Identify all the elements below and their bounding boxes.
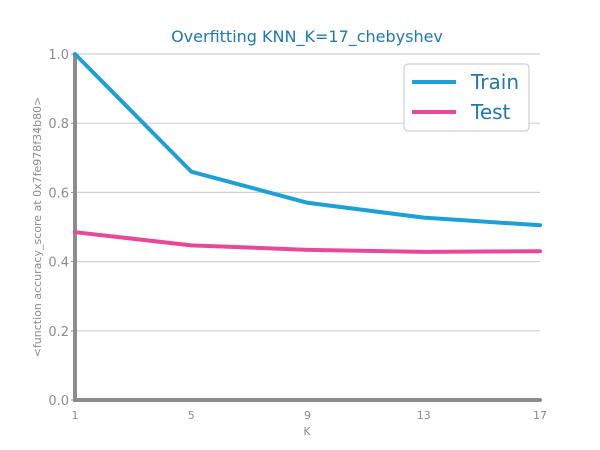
x-tick-mark [305,398,310,402]
x-axis-ticks: 1 5 9 13 17 [72,398,547,422]
x-tick-mark [421,398,426,402]
y-axis-ticks: 0.0 0.2 0.4 0.6 0.8 1.0 [48,48,75,409]
x-tick-mark [189,398,194,402]
y-tick-label: 1.0 [48,48,69,63]
x-tick-label: 5 [188,409,195,422]
y-tick-label: 0.4 [48,256,69,271]
series-line-test [73,230,542,254]
x-tick-mark [538,398,542,402]
legend-label-train: Train [470,70,519,94]
chart-title: Overfitting KNN_K=17_chebyshev [171,27,443,47]
x-tick-label: 9 [304,409,311,422]
x-tick-label: 17 [533,409,547,422]
x-tick-label: 1 [72,409,79,422]
y-tick-label: 0.0 [48,394,69,409]
y-axis-label: <function accuracy_score at 0x7fe978f34b… [31,97,44,358]
y-tick-label: 0.2 [48,325,69,340]
x-tick-mark [73,398,77,402]
y-tick-label: 0.6 [48,186,69,201]
legend-label-test: Test [470,100,511,124]
y-tick-label: 0.8 [48,117,69,132]
series-lines [73,52,542,254]
x-tick-label: 13 [417,409,431,422]
x-axis-label: K [303,425,311,438]
legend: Train Test [403,63,530,132]
